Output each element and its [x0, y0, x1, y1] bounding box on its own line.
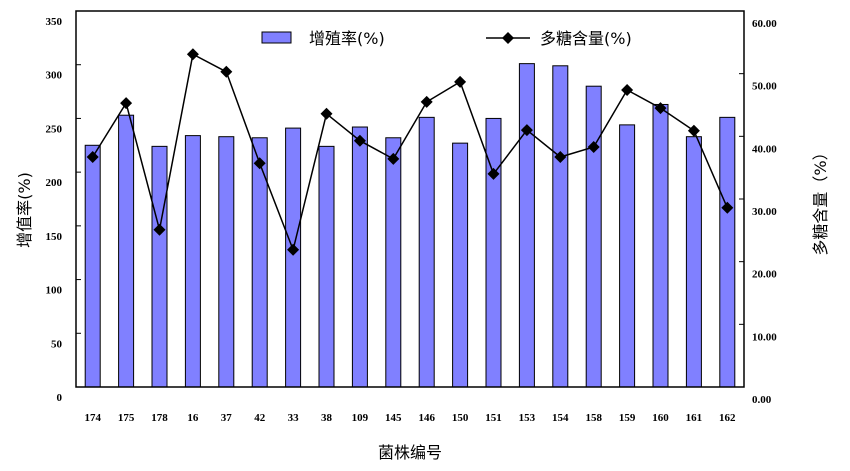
marker-109 — [353, 134, 366, 147]
legend-marker — [502, 32, 514, 44]
y-tick-label: 300 — [46, 70, 63, 82]
x-tick-label: 145 — [385, 412, 402, 424]
bar-154 — [552, 65, 569, 388]
x-tick-label: 38 — [321, 412, 333, 424]
bar-160 — [652, 103, 669, 388]
x-tick-label: 160 — [652, 412, 669, 424]
y2-tick-label: 40.00 — [752, 143, 777, 155]
marker-174 — [86, 151, 99, 164]
bar-145 — [385, 137, 402, 388]
bar-38 — [318, 145, 335, 388]
x-tick-label: 175 — [118, 412, 135, 424]
y2-tick-label: 60.00 — [752, 18, 777, 30]
marker-42 — [253, 157, 266, 170]
y-tick-label: 150 — [46, 231, 63, 243]
y2-tick-label: 30.00 — [752, 206, 777, 218]
bar-174 — [84, 144, 101, 388]
bar-159 — [619, 124, 636, 388]
marker-159 — [621, 83, 634, 96]
y-axis-title: 增值率(%) — [15, 172, 34, 248]
y2-tick-label: 0.00 — [752, 394, 772, 406]
x-tick-label: 16 — [187, 412, 199, 424]
bar-33 — [285, 127, 302, 388]
y-tick-label: 200 — [46, 177, 63, 189]
bar-161 — [685, 136, 702, 388]
y-tick-label: 350 — [46, 16, 63, 28]
x-tick-label: 174 — [84, 412, 101, 424]
x-tick-label: 159 — [619, 412, 636, 424]
y-tick-label: 50 — [51, 338, 63, 350]
bar-109 — [351, 126, 368, 388]
marker-178 — [153, 223, 166, 236]
x-tick-label: 151 — [485, 412, 502, 424]
x-tick-label: 109 — [352, 412, 369, 424]
x-tick-label: 154 — [552, 412, 569, 424]
x-tick-label: 178 — [151, 412, 168, 424]
y-tick-label: 0 — [57, 392, 63, 404]
marker-160 — [654, 102, 667, 115]
x-tick-label: 33 — [288, 412, 300, 424]
bar-37 — [218, 136, 235, 388]
x-tick-label: 37 — [221, 412, 233, 424]
y-tick-label: 100 — [46, 285, 63, 297]
x-tick-label: 42 — [254, 412, 266, 424]
marker-162 — [721, 201, 734, 214]
marker-151 — [487, 167, 500, 180]
line-series-polysaccharide — [92, 53, 728, 253]
marker-145 — [387, 152, 400, 165]
marker-158 — [587, 140, 600, 153]
y2-tick-label: 10.00 — [752, 331, 777, 343]
bar-178 — [151, 145, 168, 388]
marker-154 — [554, 151, 567, 164]
marker-175 — [120, 97, 133, 110]
y2-tick-label: 20.00 — [752, 269, 777, 281]
x-tick-label: 162 — [719, 412, 736, 424]
marker-33 — [287, 243, 300, 256]
legend-label-bar: 增殖率(%) — [309, 29, 385, 48]
bar-16 — [184, 135, 201, 388]
x-axis-title: 菌株编号 — [378, 443, 442, 462]
bar-158 — [585, 85, 602, 388]
marker-161 — [687, 124, 700, 137]
y2-axis-title: 多糖含量（%） — [811, 144, 830, 255]
marker-150 — [454, 75, 467, 88]
legend: 增殖率(%) 多糖含量(%) — [261, 29, 632, 48]
x-tick-label: 161 — [686, 412, 703, 424]
bar-150 — [452, 142, 469, 388]
bar-146 — [418, 116, 435, 388]
marker-37 — [220, 65, 233, 78]
plot-frame — [75, 10, 745, 388]
marker-153 — [520, 124, 533, 137]
marker-16 — [186, 48, 199, 61]
marker-38 — [320, 107, 333, 120]
marker-146 — [420, 95, 433, 108]
x-tick-label: 146 — [418, 412, 435, 424]
bar-153 — [518, 63, 535, 388]
y2-tick-label: 50.00 — [752, 81, 777, 93]
legend-swatch-bar — [261, 31, 292, 44]
y-tick-label: 250 — [46, 123, 63, 135]
bar-175 — [118, 114, 135, 388]
bar-162 — [719, 116, 736, 388]
x-tick-label: 150 — [452, 412, 469, 424]
legend-label-line: 多糖含量(%) — [540, 29, 632, 48]
x-tick-label: 158 — [585, 412, 602, 424]
x-tick-label: 153 — [519, 412, 536, 424]
